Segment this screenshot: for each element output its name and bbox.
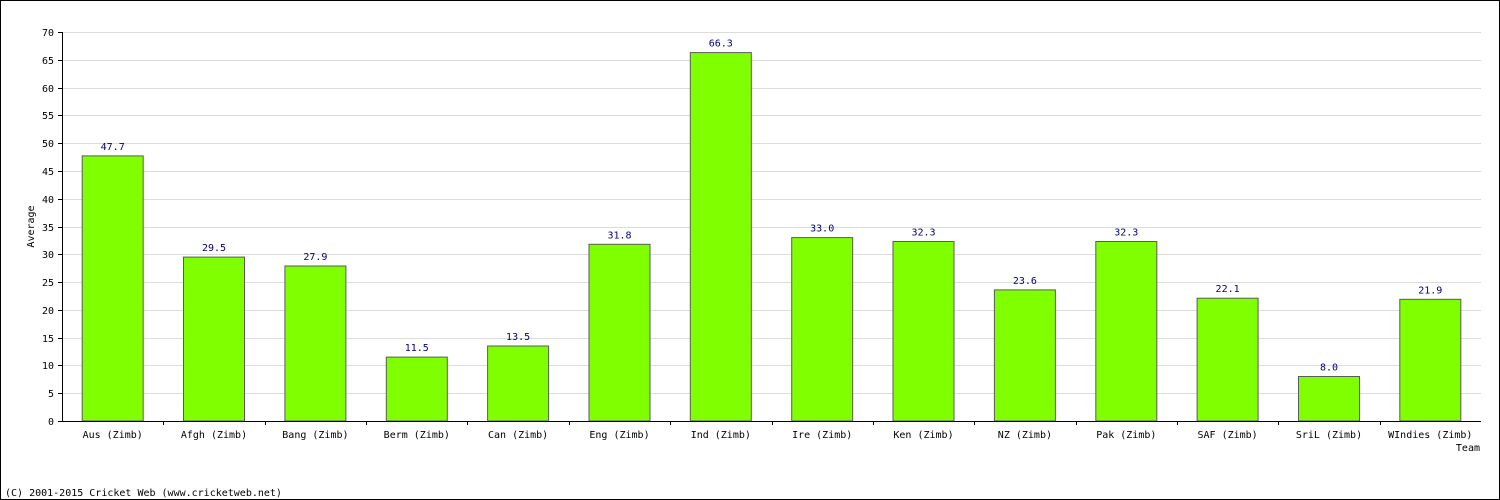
y-tick-label-45: 45 <box>42 167 54 178</box>
bar-6 <box>588 243 651 422</box>
y-tick-label-25: 25 <box>42 278 54 289</box>
bar-14 <box>1399 298 1462 422</box>
grid-lines <box>62 32 1481 394</box>
value-label-3: 27.9 <box>303 252 327 263</box>
bar-10 <box>993 289 1056 422</box>
x-tick-label-2: Afgh (Zimb) <box>181 430 247 441</box>
bar-8 <box>791 237 854 422</box>
x-tick-label-4: Berm (Zimb) <box>384 430 450 441</box>
y-tick-label-20: 20 <box>42 306 54 317</box>
bar-9 <box>892 241 955 422</box>
x-tick-label-11: Pak (Zimb) <box>1096 430 1156 441</box>
y-tick-label-55: 55 <box>42 111 54 122</box>
y-tick-label-40: 40 <box>42 195 54 206</box>
y-tick-label-30: 30 <box>42 250 54 261</box>
bar-11 <box>1095 241 1158 422</box>
axes <box>62 32 1481 422</box>
x-tick-label-7: Ind (Zimb) <box>691 430 751 441</box>
y-tick-label-35: 35 <box>42 223 54 234</box>
x-axis-title: Team <box>1456 443 1480 454</box>
x-tick-label-10: NZ (Zimb) <box>998 430 1052 441</box>
x-tick-label-8: Ire (Zimb) <box>792 430 852 441</box>
bar-3 <box>284 265 347 422</box>
x-tick-label-13: SriL (Zimb) <box>1296 430 1362 441</box>
bar-5 <box>487 345 550 422</box>
y-ticks: 0 5 10 15 20 25 30 35 40 45 50 55 60 65 70 <box>42 28 62 428</box>
x-tick-label-1: Aus (Zimb) <box>83 430 143 441</box>
bar-4 <box>385 356 448 422</box>
value-label-11: 32.3 <box>1114 228 1138 239</box>
value-label-6: 31.8 <box>607 230 631 241</box>
y-tick-label-65: 65 <box>42 56 54 67</box>
value-label-13: 8.0 <box>1320 363 1338 374</box>
y-tick-label-70: 70 <box>42 28 54 39</box>
copyright-footer: (C) 2001-2015 Cricket Web (www.cricketwe… <box>5 488 282 499</box>
value-labels: 47.7 29.5 27.9 11.5 13.5 31.8 66.3 33.0 32.3 23.6… <box>101 39 1443 374</box>
bar-1 <box>81 155 144 422</box>
value-label-12: 22.1 <box>1216 284 1240 295</box>
y-tick-label-50: 50 <box>42 139 54 150</box>
y-axis-title: Average <box>26 205 37 247</box>
value-label-1: 47.7 <box>101 142 125 153</box>
x-tick-label-3: Bang (Zimb) <box>282 430 348 441</box>
value-label-9: 32.3 <box>911 228 935 239</box>
y-tick-label-15: 15 <box>42 334 54 345</box>
value-label-2: 29.5 <box>202 243 226 254</box>
y-tick-label-0: 0 <box>48 417 54 428</box>
y-tick-label-60: 60 <box>42 84 54 95</box>
value-label-4: 11.5 <box>405 343 429 354</box>
x-tick-label-5: Can (Zimb) <box>488 430 548 441</box>
value-label-14: 21.9 <box>1418 285 1442 296</box>
x-ticks: Aus (Zimb) Afgh (Zimb) Bang (Zimb) Berm (Zi… <box>83 421 1472 441</box>
bar-2 <box>183 256 245 422</box>
x-tick-label-9: Ken (Zimb) <box>893 430 953 441</box>
y-tick-label-5: 5 <box>48 389 54 400</box>
value-label-7: 66.3 <box>709 39 733 50</box>
value-label-10: 23.6 <box>1013 276 1037 287</box>
value-label-5: 13.5 <box>506 332 530 343</box>
bar-13 <box>1298 376 1360 422</box>
bar-12 <box>1196 297 1259 422</box>
bar-7 <box>689 52 752 422</box>
y-tick-label-10: 10 <box>42 361 54 372</box>
bars <box>81 52 1462 422</box>
x-tick-label-6: Eng (Zimb) <box>589 430 649 441</box>
x-tick-label-14: WIndies (Zimb) <box>1388 430 1472 441</box>
value-label-8: 33.0 <box>810 224 834 235</box>
x-tick-label-12: SAF (Zimb) <box>1197 430 1257 441</box>
